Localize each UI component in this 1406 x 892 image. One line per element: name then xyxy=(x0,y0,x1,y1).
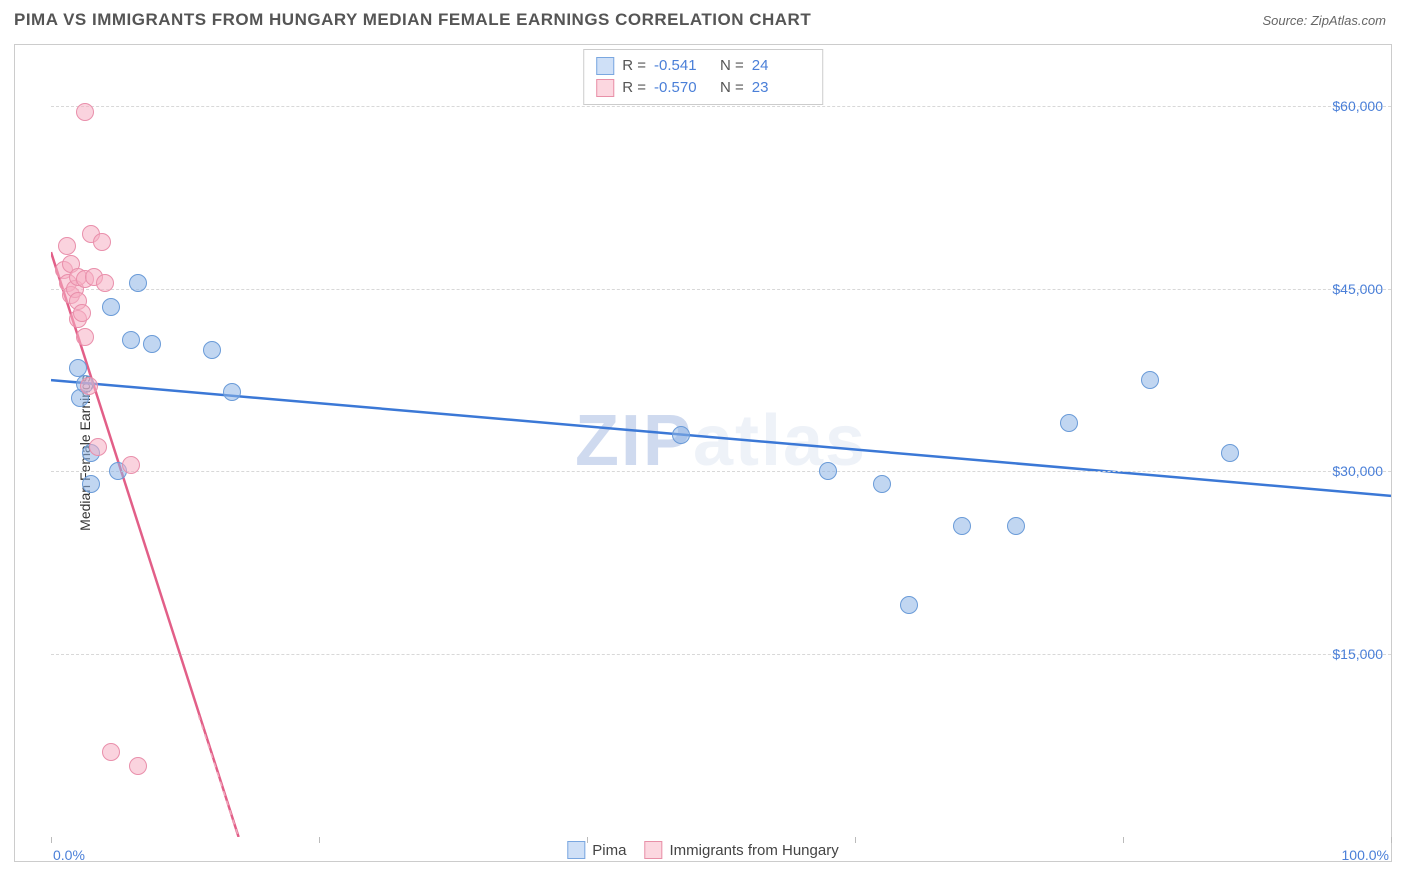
data-point xyxy=(122,331,140,349)
data-point xyxy=(76,328,94,346)
legend-stat-row: R = -0.570 N = 23 xyxy=(596,77,810,99)
stat-r-value: -0.570 xyxy=(654,77,712,99)
data-point xyxy=(1007,517,1025,535)
data-point xyxy=(953,517,971,535)
chart-frame: Median Female Earnings ZIPatlas $15,000$… xyxy=(14,44,1392,862)
stat-n-label: N = xyxy=(720,55,744,77)
data-point xyxy=(143,335,161,353)
stat-r-label: R = xyxy=(622,77,646,99)
x-tick xyxy=(319,837,320,843)
data-point xyxy=(129,757,147,775)
x-tick xyxy=(1391,837,1392,843)
stat-n-value: 24 xyxy=(752,55,810,77)
gridline xyxy=(51,106,1391,107)
data-point xyxy=(102,743,120,761)
data-point xyxy=(129,274,147,292)
data-point xyxy=(203,341,221,359)
legend-series-item: Immigrants from Hungary xyxy=(644,841,838,859)
chart-header: PIMA VS IMMIGRANTS FROM HUNGARY MEDIAN F… xyxy=(0,0,1406,34)
gridline xyxy=(51,654,1391,655)
chart-source: Source: ZipAtlas.com xyxy=(1262,13,1386,28)
stat-r-value: -0.541 xyxy=(654,55,712,77)
legend-series-label: Pima xyxy=(592,842,626,859)
stat-n-value: 23 xyxy=(752,77,810,99)
x-tick-label-right: 100.0% xyxy=(1342,847,1389,863)
legend-swatch xyxy=(567,841,585,859)
data-point xyxy=(76,103,94,121)
data-point xyxy=(82,475,100,493)
stat-n-label: N = xyxy=(720,77,744,99)
y-tick-label: $15,000 xyxy=(1332,646,1383,662)
data-point xyxy=(819,462,837,480)
data-point xyxy=(672,426,690,444)
legend-series-label: Immigrants from Hungary xyxy=(669,842,838,859)
x-tick xyxy=(51,837,52,843)
data-point xyxy=(73,304,91,322)
data-point xyxy=(223,383,241,401)
data-point xyxy=(93,233,111,251)
y-tick-label: $30,000 xyxy=(1332,463,1383,479)
legend-swatch xyxy=(596,79,614,97)
y-tick-label: $60,000 xyxy=(1332,98,1383,114)
x-tick xyxy=(1123,837,1124,843)
data-point xyxy=(122,456,140,474)
watermark-suffix: atlas xyxy=(693,401,867,481)
legend-stat-row: R = -0.541 N = 24 xyxy=(596,55,810,77)
chart-title: PIMA VS IMMIGRANTS FROM HUNGARY MEDIAN F… xyxy=(14,10,811,30)
legend-swatch xyxy=(644,841,662,859)
data-point xyxy=(873,475,891,493)
data-point xyxy=(1141,371,1159,389)
data-point xyxy=(102,298,120,316)
gridline xyxy=(51,289,1391,290)
plot-area: ZIPatlas $15,000$30,000$45,000$60,0000.0… xyxy=(51,45,1391,837)
data-point xyxy=(1060,414,1078,432)
legend-series: Pima Immigrants from Hungary xyxy=(567,841,838,859)
legend-stats: R = -0.541 N = 24 R = -0.570 N = 23 xyxy=(583,49,823,105)
y-tick-label: $45,000 xyxy=(1332,281,1383,297)
stat-r-label: R = xyxy=(622,55,646,77)
data-point xyxy=(89,438,107,456)
x-tick-label-left: 0.0% xyxy=(53,847,85,863)
gridline xyxy=(51,471,1391,472)
data-point xyxy=(900,596,918,614)
trend-lines xyxy=(51,45,1391,837)
data-point xyxy=(58,237,76,255)
data-point xyxy=(80,377,98,395)
legend-series-item: Pima xyxy=(567,841,626,859)
data-point xyxy=(96,274,114,292)
data-point xyxy=(1221,444,1239,462)
legend-swatch xyxy=(596,57,614,75)
x-tick xyxy=(855,837,856,843)
